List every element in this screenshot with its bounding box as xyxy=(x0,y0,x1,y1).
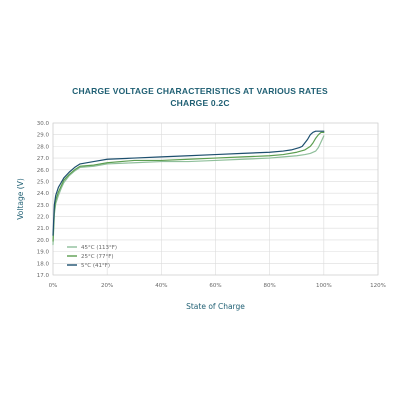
y-axis-label: Voltage (V) xyxy=(16,178,25,220)
plot-border xyxy=(52,122,379,276)
chart-title: CHARGE VOLTAGE CHARACTERISTICS AT VARIOU… xyxy=(72,86,328,96)
series-line-0 xyxy=(52,135,325,246)
x-tick-label: 40% xyxy=(155,283,167,289)
series-line-1 xyxy=(52,131,325,242)
y-tick-label: 22.0 xyxy=(37,215,50,221)
legend-label: 25°C (77°F) xyxy=(81,254,114,260)
y-tick-label: 20.0 xyxy=(37,238,50,244)
y-tick-label: 27.0 xyxy=(37,156,50,162)
y-tick-label: 25.0 xyxy=(37,179,50,185)
y-tick-label: 29.0 xyxy=(37,133,50,139)
y-tick-label: 19.0 xyxy=(37,250,50,256)
x-tick-label: 80% xyxy=(264,283,276,289)
x-tick-label: 120% xyxy=(370,283,386,289)
legend-label: 45°C (113°F) xyxy=(81,245,117,251)
x-tick-label: 0% xyxy=(49,283,58,289)
y-tick-label: 21.0 xyxy=(37,226,50,232)
legend-label: 5°C (41°F) xyxy=(81,263,110,269)
x-tick-label: 100% xyxy=(316,283,332,289)
y-tick-label: 26.0 xyxy=(37,168,50,174)
y-tick-label: 23.0 xyxy=(37,203,50,209)
y-tick-label: 28.0 xyxy=(37,144,50,150)
x-tick-label: 60% xyxy=(209,283,221,289)
x-tick-label: 20% xyxy=(101,283,113,289)
series-line-2 xyxy=(52,130,325,236)
x-axis-label: State of Charge xyxy=(186,302,245,311)
y-tick-label: 30.0 xyxy=(37,121,50,127)
y-tick-label: 17.0 xyxy=(37,273,50,279)
y-tick-label: 24.0 xyxy=(37,191,50,197)
y-tick-label: 18.0 xyxy=(37,261,50,267)
chart-subtitle: CHARGE 0.2C xyxy=(170,98,230,108)
